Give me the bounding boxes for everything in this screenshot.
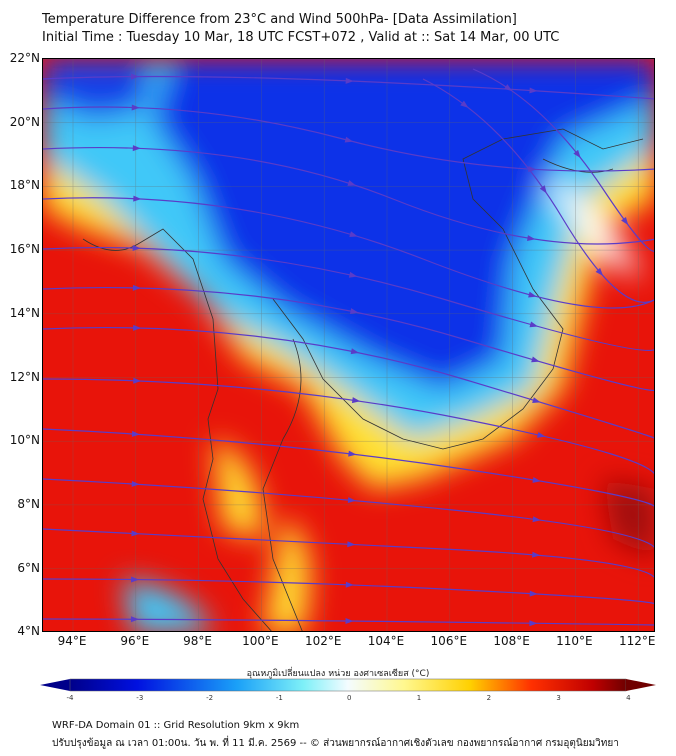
colorbar-tick: 4 — [626, 694, 631, 702]
latitude-label: 6°N — [17, 560, 40, 575]
wind-arrow-icon — [348, 271, 358, 278]
chart-title: Temperature Difference from 23°C and Win… — [42, 12, 517, 27]
wind-arrow-icon — [529, 620, 538, 627]
wind-arrow-icon — [595, 267, 604, 276]
latitude-label: 14°N — [9, 305, 40, 320]
longitude-label: 106°E — [430, 634, 468, 648]
latitude-label: 22°N — [9, 51, 40, 65]
longitude-label: 100°E — [242, 634, 279, 648]
wind-arrow-icon — [347, 497, 357, 504]
wind-arrow-icon — [621, 216, 629, 226]
colorbar-tick: -2 — [206, 694, 214, 702]
longitude-label: 108°E — [493, 634, 530, 648]
gridlines — [43, 59, 654, 631]
wind-arrow-icon — [528, 166, 537, 173]
wind-arrow-icon — [133, 195, 142, 202]
colorbar-tick: -1 — [275, 694, 283, 702]
wind-arrow-icon — [529, 87, 538, 94]
latitude-label: 20°N — [9, 114, 40, 129]
wind-arrow-icon — [527, 235, 536, 241]
colorbar-tick: 0 — [346, 694, 352, 702]
latitude-label: 18°N — [9, 178, 40, 193]
wind-arrow-icon — [130, 616, 139, 623]
wind-arrow-icon — [351, 397, 361, 404]
colorbar-label: อุณหภูมิเปลี่ยนแปลง หน่วย องศาเซลเซียส (… — [246, 669, 430, 679]
wind-arrow-icon — [131, 430, 141, 437]
colorbar-tick: 1 — [416, 694, 422, 702]
longitude-label: 104°E — [367, 634, 405, 648]
wind-arrow-icon — [131, 480, 140, 487]
wind-arrow-icon — [132, 145, 141, 152]
wind-arrow-icon — [529, 321, 538, 328]
wind-arrow-icon — [350, 348, 360, 355]
wind-arrow-icon — [131, 530, 140, 537]
wind-arrow-icon — [531, 356, 540, 363]
latitude-label: 16°N — [9, 242, 40, 257]
latitude-label: 12°N — [9, 369, 40, 384]
wind-arrow-icon — [460, 100, 469, 108]
wind-arrow-icon — [347, 180, 356, 186]
latitude-label: 10°N — [9, 433, 40, 448]
wind-arrow-icon — [349, 308, 359, 315]
temperature-wind-map — [42, 58, 655, 632]
wind-arrow-icon — [537, 431, 546, 438]
wind-arrow-icon — [532, 551, 541, 558]
wind-arrow-icon — [132, 284, 141, 291]
wind-arrow-icon — [573, 149, 581, 159]
longitude-label: 98°E — [183, 634, 213, 648]
wind-direction-arrows — [130, 73, 629, 627]
wind-arrow-icon — [529, 590, 538, 597]
longitude-label: 96°E — [120, 634, 150, 648]
chart-subtitle: Initial Time : Tuesday 10 Mar, 18 UTC FC… — [42, 30, 560, 45]
wind-arrow-icon — [131, 576, 140, 583]
colorbar-tick: -4 — [66, 694, 74, 702]
wind-arrow-icon — [132, 245, 141, 252]
wind-arrow-icon — [347, 541, 356, 548]
wind-arrow-icon — [345, 581, 354, 588]
wind-arrow-icon — [345, 77, 354, 84]
wind-arrow-icon — [503, 84, 513, 92]
wind-arrow-icon — [539, 185, 547, 194]
wind-arrow-icon — [348, 450, 357, 457]
longitude-label: 94°E — [57, 634, 87, 648]
wind-arrow-icon — [528, 291, 537, 298]
longitude-label: 112°E — [618, 634, 656, 648]
wind-arrow-icon — [349, 231, 358, 238]
longitude-label: 110°E — [556, 634, 593, 648]
colorbar-tick: 2 — [486, 694, 492, 702]
wind-arrow-icon — [345, 618, 354, 625]
colorbar-tick: 3 — [556, 694, 561, 702]
longitude-label: 102°E — [304, 634, 342, 648]
wind-arrow-icon — [131, 104, 140, 111]
wind-arrow-icon — [133, 324, 142, 331]
wind-arrow-icon — [133, 377, 142, 384]
wind-arrow-icon — [344, 136, 354, 143]
footer-credit: ปรับปรุงข้อมูล ณ เวลา 01:00น. วัน พ. ที่… — [52, 738, 619, 749]
latitude-label: 8°N — [17, 496, 40, 511]
wind-arrow-icon — [532, 397, 541, 403]
latitude-label: 4°N — [17, 624, 40, 639]
colorbar — [40, 678, 656, 692]
colorbar-tick: -3 — [136, 694, 144, 702]
footer-model-info: WRF-DA Domain 01 :: Grid Resolution 9km … — [52, 720, 300, 731]
wind-arrow-icon — [130, 73, 140, 80]
wind-arrow-icon — [532, 516, 541, 523]
wind-arrow-icon — [532, 476, 541, 483]
